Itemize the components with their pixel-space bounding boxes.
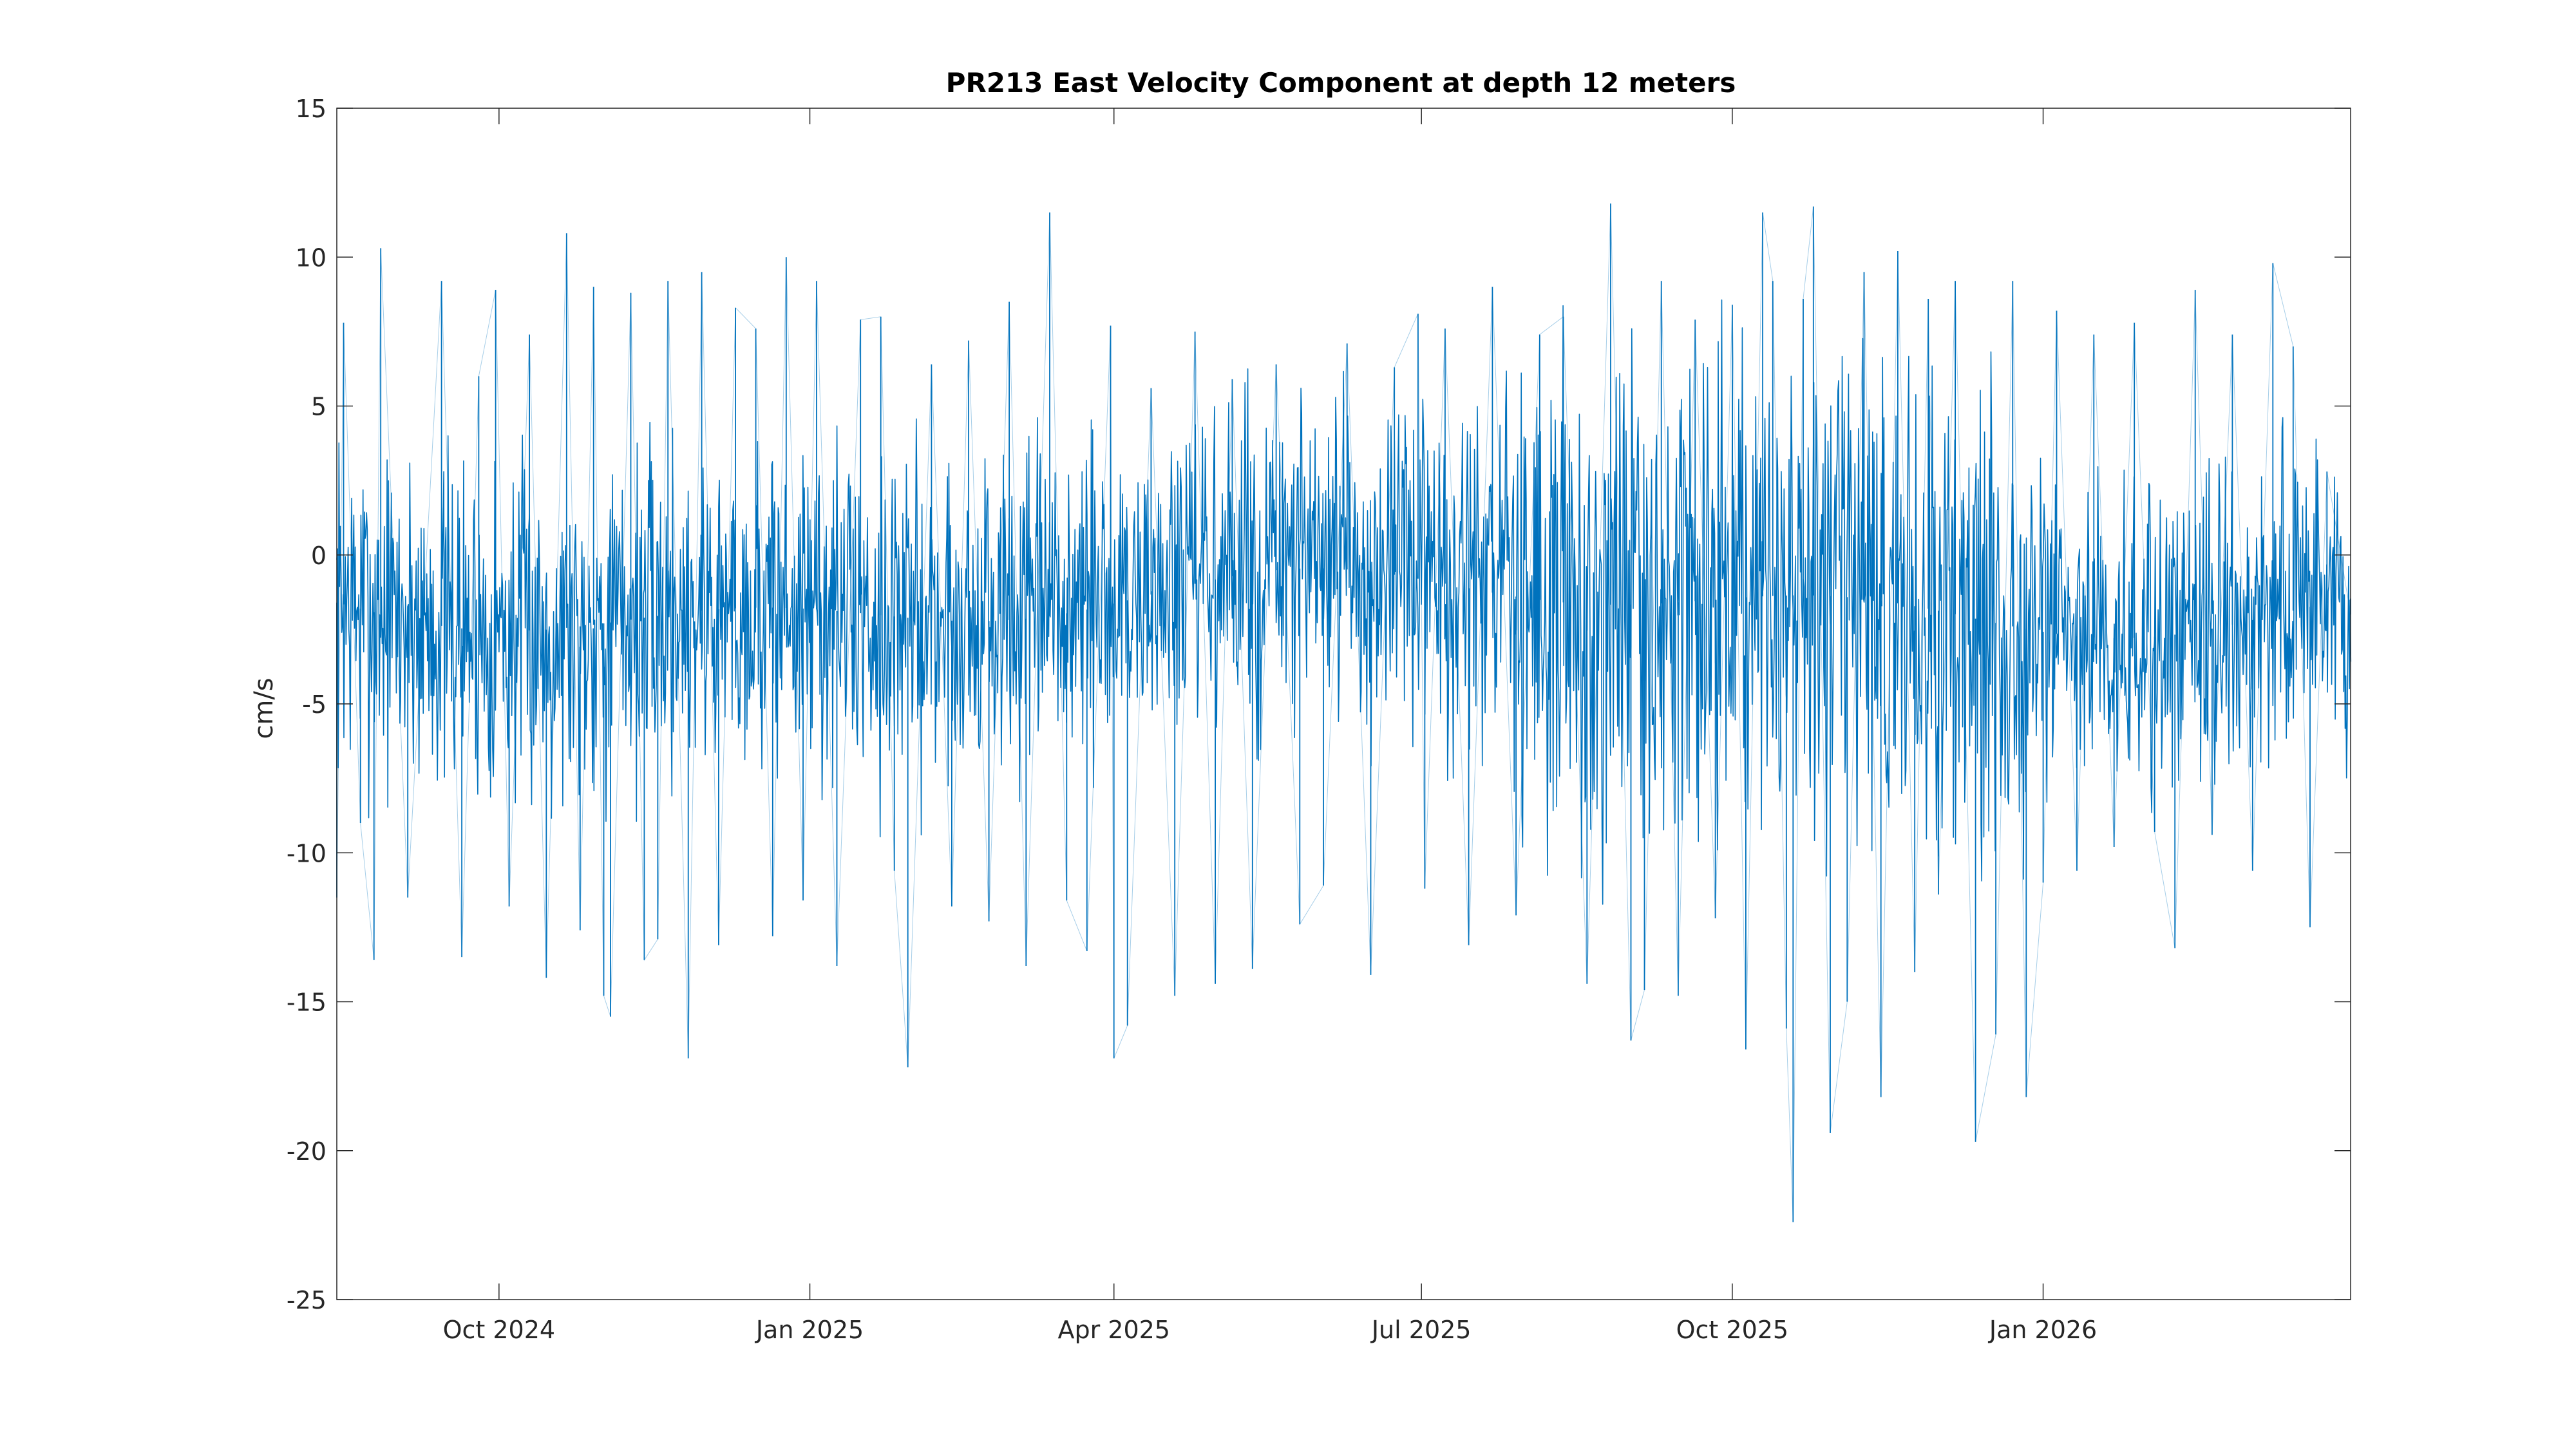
y-tick-label: -10 [287,839,327,867]
y-tick-label: -20 [287,1137,327,1166]
series-line [336,203,2351,1222]
y-tick-label: -15 [287,989,327,1017]
x-tick-label: Jan 2025 [755,1316,864,1344]
series-layer [336,203,2351,1222]
y-tick-label: 15 [296,95,327,123]
x-tick-label: Jul 2025 [1370,1316,1472,1344]
x-tick-label: Oct 2024 [443,1316,556,1344]
dense-signal-path [336,299,2352,905]
y-axis-label: cm/s [249,677,279,739]
x-tick-label: Apr 2025 [1057,1316,1170,1344]
y-tick-label: -5 [302,690,327,719]
y-tick-label: 0 [311,542,327,570]
x-tick-label: Jan 2026 [1988,1316,2097,1344]
y-tick-label: 10 [296,243,327,272]
y-tick-label: -25 [287,1286,327,1314]
y-tick-label: 5 [311,393,327,421]
dense-signal-band [336,299,2352,905]
chart-title: PR213 East Velocity Component at depth 1… [946,67,1736,99]
x-axis: Oct 2024 Jan 2025 Apr 2025 Jul 2025 Oct 2025… [443,108,2097,1344]
x-tick-label: Oct 2025 [1676,1316,1789,1344]
y-axis: 15 10 5 0 -5 -10 -15 -20 -25 [287,95,2351,1314]
